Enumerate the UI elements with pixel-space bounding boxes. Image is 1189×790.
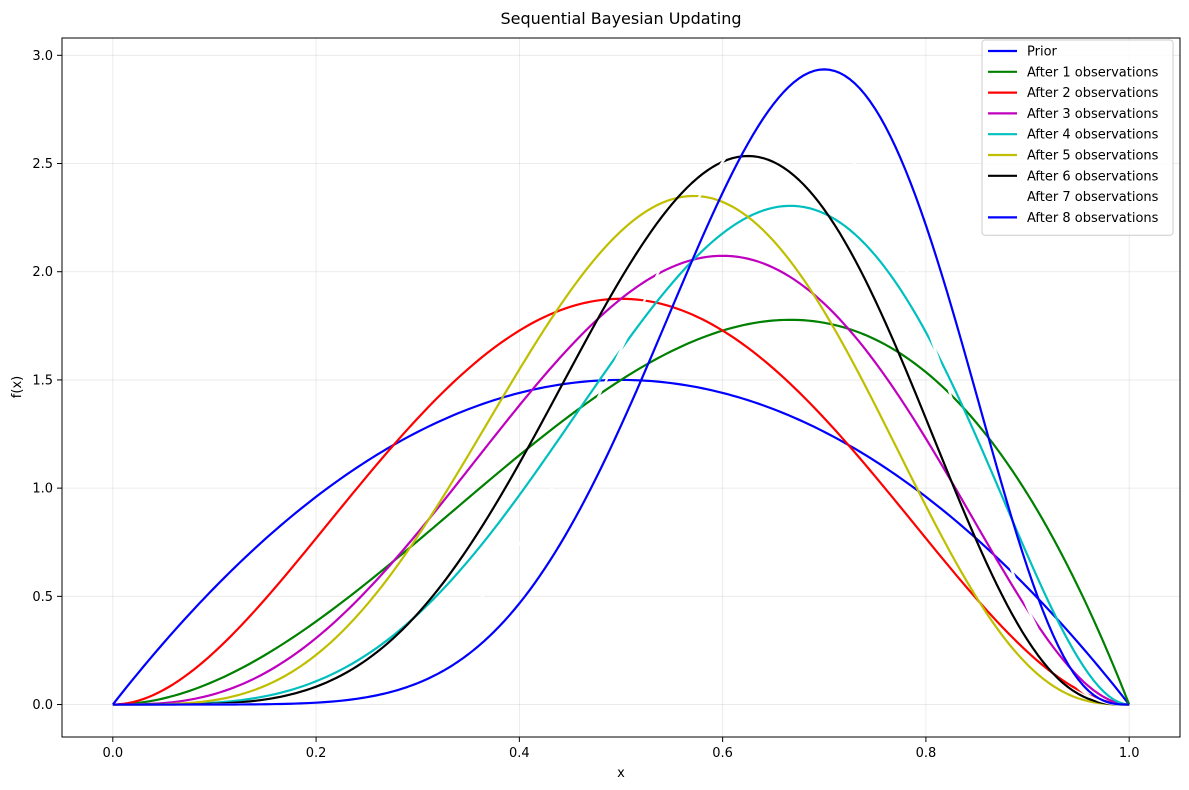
series-line-1 — [112, 318, 1131, 706]
series-line-7 — [112, 112, 1130, 706]
x-tick-label: 0.4 — [509, 746, 530, 761]
series-line-8 — [112, 68, 1130, 706]
legend-label: After 4 observations — [1027, 128, 1159, 143]
legend-label: After 5 observations — [1027, 149, 1159, 164]
legend-label: Prior — [1027, 45, 1058, 60]
x-tick-label: 0.6 — [712, 746, 733, 761]
legend-label: After 6 observations — [1027, 169, 1159, 184]
legend-label: After 1 observations — [1027, 65, 1159, 80]
series-line-5 — [112, 194, 1130, 706]
y-tick-label: 1.5 — [32, 373, 53, 388]
legend-label: After 7 observations — [1027, 190, 1159, 205]
legend-label: After 3 observations — [1027, 107, 1159, 122]
x-tick-label: 1.0 — [1119, 746, 1140, 761]
legend-box — [981, 39, 1174, 236]
y-axis-label: f(x) — [10, 376, 25, 398]
y-tick-label: 0.5 — [32, 590, 53, 605]
legend-label: After 2 observations — [1027, 86, 1159, 101]
x-tick-label: 0.2 — [306, 746, 327, 761]
x-tick-label: 0.8 — [916, 746, 937, 761]
y-tick-label: 1.0 — [32, 482, 53, 497]
legend-label: After 8 observations — [1027, 211, 1159, 226]
x-tick-label: 0.0 — [102, 746, 123, 761]
series-line-3 — [112, 254, 1130, 706]
axis-ticks: 0.0 0.2 0.4 0.6 0.8 1.0 0.0 0.5 1.0 1.5 2.0 2.5 3.0 — [32, 49, 1139, 761]
plot-curves — [111, 68, 1131, 706]
y-tick-label: 2.5 — [32, 157, 53, 172]
series-line-6 — [112, 154, 1130, 706]
x-axis-label: x — [617, 766, 625, 781]
y-tick-label: 2.0 — [32, 265, 53, 280]
y-tick-label: 3.0 — [32, 49, 53, 64]
plot-frame — [61, 37, 1181, 738]
y-tick-label: 0.0 — [32, 698, 53, 713]
legend: Prior After 1 observations After 2 observa… — [981, 39, 1174, 236]
chart-title: Sequential Bayesian Updating — [500, 9, 741, 28]
